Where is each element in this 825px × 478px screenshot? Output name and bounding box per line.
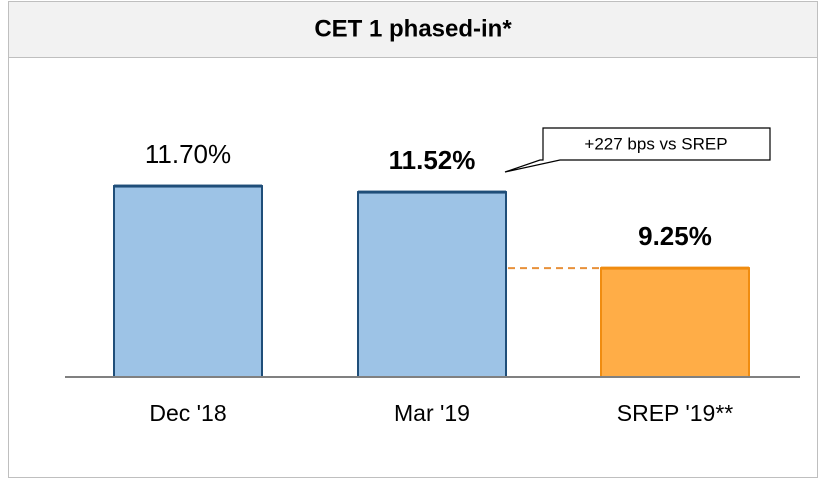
bar <box>113 185 263 378</box>
annotation: +227 bps vs SREP <box>584 134 727 153</box>
bar-top-edge <box>358 190 506 194</box>
bar <box>357 191 507 378</box>
bar-top-edge <box>114 184 262 188</box>
x-tick-label: Dec '18 <box>149 400 226 426</box>
header <box>8 1 818 58</box>
value-label: 11.70% <box>145 139 231 169</box>
value-label: 9.25% <box>638 221 712 251</box>
x-tick-label: Mar '19 <box>394 400 470 426</box>
bar-top-edge <box>601 266 749 270</box>
chart-title: CET 1 phased-in* <box>314 15 512 42</box>
callout-box <box>504 127 771 173</box>
x-tick-label: SREP '19** <box>617 400 734 426</box>
bar <box>600 267 750 378</box>
value-label: 11.52% <box>389 145 476 175</box>
